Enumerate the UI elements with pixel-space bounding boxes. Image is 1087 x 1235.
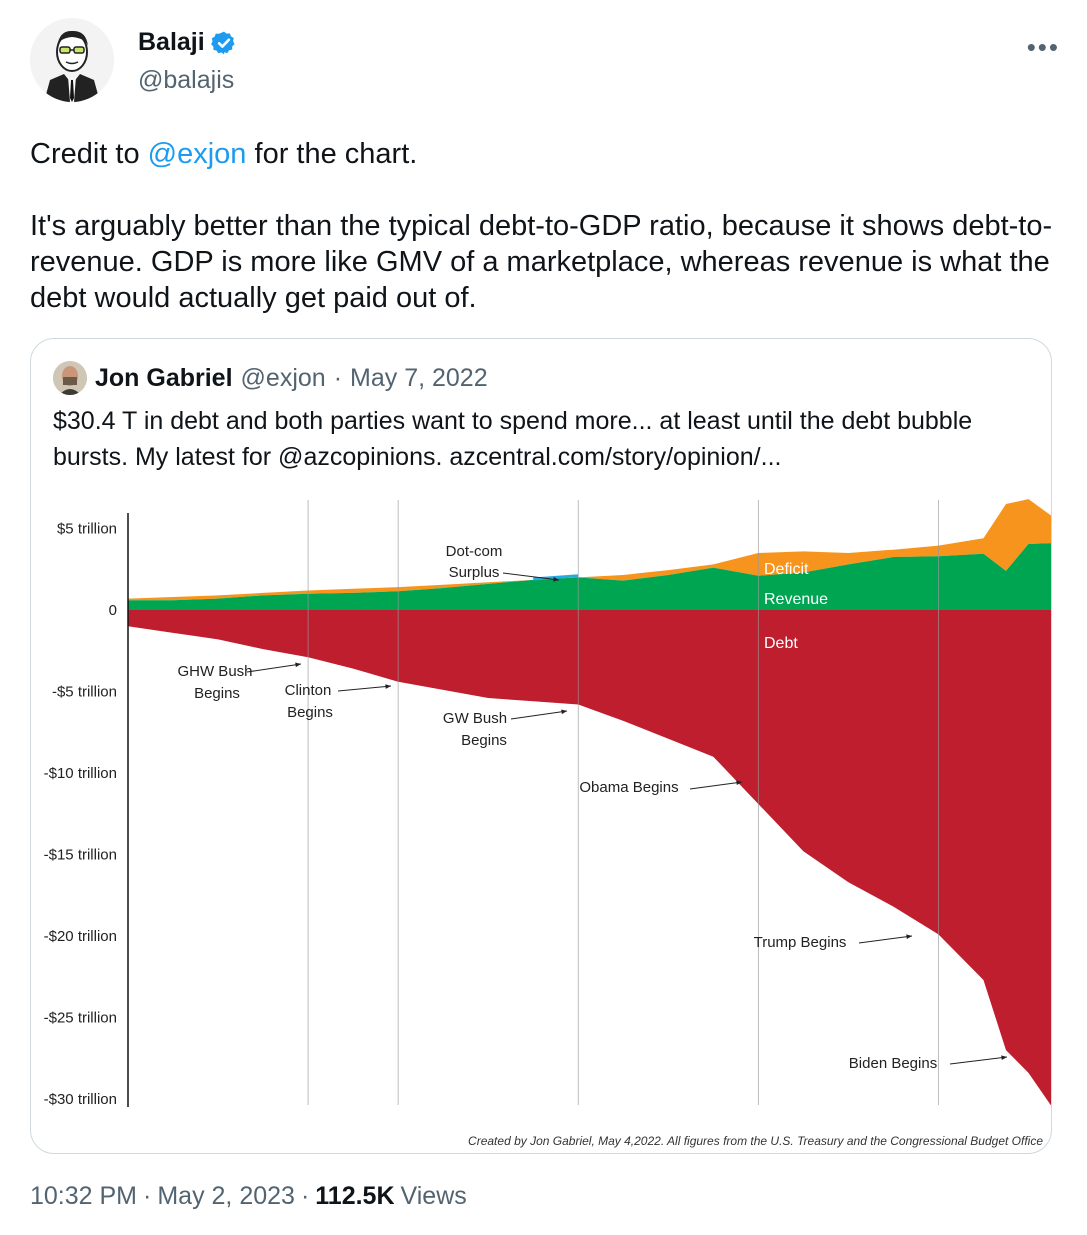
author-name[interactable]: Balaji <box>138 28 205 56</box>
annotation-dotcom-line2: Surplus <box>449 564 500 581</box>
footer-separator: · <box>143 1182 152 1210</box>
annotation-arrow-line <box>689 781 743 790</box>
annotation-ghw-line2: Begins <box>194 685 240 702</box>
view-count: 112.5K <box>315 1182 395 1210</box>
y-tick-label: -$10 trillion <box>44 765 117 782</box>
annotation-arrow-line <box>337 685 392 692</box>
verified-badge-icon <box>210 31 235 54</box>
annotation-arrowhead <box>295 662 301 668</box>
tweet-footer: 10:32 PM · May 2, 2023 · 112.5K Views <box>30 1182 467 1211</box>
deficit-series-label: Deficit <box>764 561 809 578</box>
author-portrait-icon <box>30 18 114 102</box>
annotation-arrowhead <box>385 684 391 689</box>
quoted-author-handle: @exjon <box>240 363 326 392</box>
annotation-arrowhead <box>736 780 742 786</box>
annotation-gw-line1: GW Bush <box>443 710 507 727</box>
tweet-date[interactable]: May 2, 2023 <box>157 1182 295 1210</box>
annotation-arrow-line <box>246 663 302 673</box>
annotation-arrow-line <box>502 572 560 581</box>
annotation-arrowhead <box>561 709 567 715</box>
revenue-area <box>128 543 1051 610</box>
author-name-row[interactable]: Balaji <box>138 28 237 57</box>
annotation-obama: Obama Begins <box>579 779 678 796</box>
y-tick-label: -$15 trillion <box>44 847 117 864</box>
footer-separator: · <box>300 1182 310 1210</box>
y-tick-label: -$20 trillion <box>44 928 117 945</box>
quoted-tweet-text: $30.4 T in debt and both parties want to… <box>53 407 973 471</box>
quoted-tweet-header: Jon Gabriel @exjon · May 7, 2022 <box>53 361 488 395</box>
annotation-arrow-line <box>510 710 568 720</box>
annotation-clinton-line2: Begins <box>287 704 333 721</box>
annotation-arrowhead <box>906 934 912 940</box>
quoted-date: May 7, 2022 <box>350 363 488 392</box>
tweet-header: Balaji @balajis ••• <box>30 18 1060 108</box>
quoted-tweet-card[interactable]: Jon Gabriel @exjon · May 7, 2022 $30.4 T… <box>30 338 1052 1154</box>
annotation-arrow-line <box>858 935 913 944</box>
quoted-author-photo-icon <box>53 361 87 395</box>
annotation-gw-line2: Begins <box>461 732 507 749</box>
tweet-paragraph: It's arguably better than the typical de… <box>30 210 1058 314</box>
revenue-series-label: Revenue <box>764 591 828 608</box>
annotation-dotcom-line1: Dot-com <box>446 543 503 560</box>
debt-area <box>128 610 1051 1106</box>
annotation-clinton-line1: Clinton <box>285 682 332 699</box>
annotation-arrowhead <box>1001 1055 1007 1060</box>
surplus-line <box>533 574 579 581</box>
y-tick-label: -$5 trillion <box>52 684 117 701</box>
mention-link[interactable]: @exjon <box>147 138 247 170</box>
quoted-author-name: Jon Gabriel <box>95 363 233 392</box>
annotation-trump: Trump Begins <box>754 934 847 951</box>
tweet-time[interactable]: 10:32 PM <box>30 1182 138 1210</box>
author-handle[interactable]: @balajis <box>138 66 235 94</box>
annotation-ghw-line1: GHW Bush <box>177 663 252 680</box>
tweet-text-prefix: Credit to <box>30 138 148 170</box>
more-options-icon[interactable]: ••• <box>1026 32 1060 62</box>
author-avatar[interactable] <box>30 18 114 102</box>
y-tick-label: -$30 trillion <box>44 1091 117 1108</box>
tweet-text-suffix: for the chart. <box>246 138 418 170</box>
annotation-arrow-line <box>949 1056 1008 1065</box>
annotation-arrowhead <box>553 576 559 582</box>
y-tick-label: -$25 trillion <box>44 1010 117 1027</box>
chart-credit: Created by Jon Gabriel, May 4,2022. All … <box>468 1134 1043 1148</box>
y-tick-label: $5 trillion <box>57 521 117 538</box>
quoted-author-avatar <box>53 361 87 395</box>
debt-revenue-chart: $5 trillion 0 -$5 trillion -$10 trillion -$1… <box>44 499 1051 1148</box>
annotation-biden: Biden Begins <box>849 1055 937 1072</box>
views-label: Views <box>400 1182 467 1210</box>
tweet-text: Credit to @exjon for the chart. It's arg… <box>30 136 1060 316</box>
debt-series-label: Debt <box>764 635 798 652</box>
quoted-separator: · <box>333 363 343 392</box>
y-tick-label: 0 <box>109 602 117 619</box>
